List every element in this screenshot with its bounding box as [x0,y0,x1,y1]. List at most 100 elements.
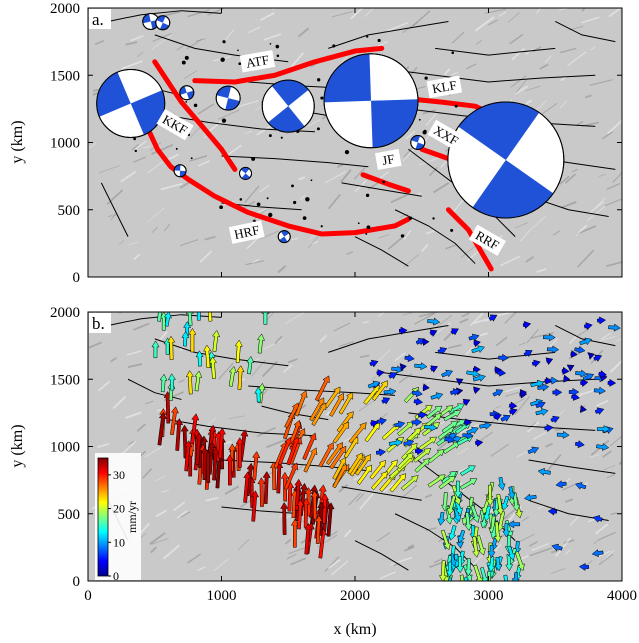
velocity-arrow [494,556,503,572]
velocity-arrow [207,312,213,322]
velocity-arrow [537,467,551,476]
velocity-arrow [195,350,204,367]
beachball-quadrant [279,236,288,243]
velocity-arrow [444,435,456,444]
velocity-arrow [578,562,590,571]
relief-stroke [390,193,408,204]
relief-stroke [256,426,276,438]
epicenter [317,78,321,82]
fault-trace [435,47,556,56]
relief-stroke [585,94,592,99]
relief-stroke [155,475,166,482]
epicenter [280,136,283,139]
y-tick-label: 1000 [50,136,80,152]
relief-stroke [594,523,609,535]
relief-stroke [497,312,518,317]
beachball-quadrant [271,80,309,107]
relief-stroke [589,79,613,86]
velocity-arrow [556,430,570,439]
relief-stroke [529,547,553,557]
major-fault [152,59,238,172]
relief-stroke [343,529,352,538]
velocity-arrow [401,442,418,460]
epicenter [220,57,225,62]
relief-stroke [554,428,564,432]
relief-stroke [577,328,590,337]
relief-stroke [331,11,353,18]
beachball-quadrant [174,164,181,171]
relief-stroke [424,493,433,499]
velocity-arrow [184,440,193,472]
epicenter [305,197,310,202]
velocity-arrow [167,373,176,391]
relief-stroke [521,516,529,522]
relief-stroke [593,539,599,545]
relief-stroke [311,240,319,245]
relief-stroke [88,341,102,349]
focal-mechanisms [96,12,565,244]
epicenter [450,228,454,232]
relief-stroke [197,566,206,572]
epicenter [237,49,239,52]
velocity-arrow [571,392,581,401]
velocity-arrow [159,373,168,393]
relief-stroke [525,99,533,105]
epicenter [422,130,427,135]
relief-stroke [147,161,163,174]
relief-stroke [97,380,111,392]
beachball-rim [277,230,291,244]
velocity-arrow [417,411,428,420]
y-tick-label: 0 [73,574,81,590]
focal-mechanism [155,15,171,31]
velocity-arrow [203,344,212,369]
epicenter [184,55,189,60]
velocity-arrow [194,432,204,466]
focal-mechanism [410,135,426,150]
relief-stroke [107,213,116,219]
relief-stroke [569,336,577,345]
fault-label: JF [374,149,402,170]
relief-stroke [571,168,578,173]
relief-stroke [197,159,211,167]
relief-stroke [563,539,575,544]
velocity-arrow [574,482,587,490]
velocity-arrow [437,347,448,355]
velocity-arrow [486,484,495,507]
focal-mechanism [173,164,187,178]
velocity-arrow [430,392,444,401]
velocity-arrow [466,426,479,435]
relief-stroke [362,320,370,324]
panel-a-y-label: y (km) [9,120,26,163]
y-tick-label: 500 [58,507,81,523]
colorbar-ticks: 0 10 20 30 [108,468,125,583]
velocity-arrow [587,352,595,360]
relief-stroke [340,169,352,183]
relief-stroke [403,229,412,240]
velocity-arrow [500,414,511,422]
epicenter [268,134,272,138]
relief-stroke [473,318,488,324]
velocity-arrow [302,432,317,461]
relief-stroke [564,498,574,503]
velocity-arrow [376,417,388,426]
velocity-arrow [256,333,266,354]
epicenter [310,179,313,182]
relief-stroke [242,200,256,210]
relief-stroke [428,166,439,177]
velocity-arrow [294,390,308,417]
relief-stroke [495,336,508,347]
epicenter [193,103,198,108]
relief-stroke [205,496,219,502]
relief-stroke [412,10,431,27]
velocity-arrow [493,521,502,543]
relief-stroke [539,63,549,70]
relief-stroke [132,156,147,163]
epicenter [451,51,455,55]
relief-stroke [476,39,483,45]
velocity-arrow [370,419,379,428]
velocity-arrow [370,471,388,491]
panel-a-y-ticks: 0 500 1000 1500 2000 [50,1,623,286]
relief-stroke [94,39,105,46]
relief-stroke [370,376,377,381]
colorbar-tick-label: 10 [113,535,125,549]
